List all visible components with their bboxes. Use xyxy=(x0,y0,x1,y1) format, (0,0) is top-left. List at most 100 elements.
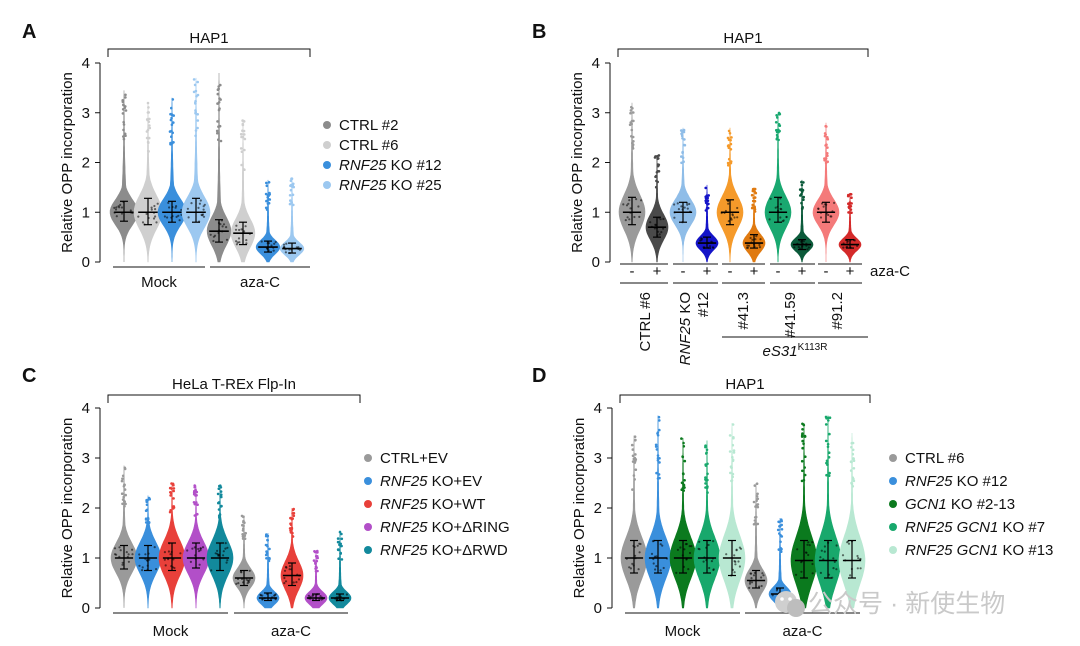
legend-marker xyxy=(364,523,372,531)
data-point xyxy=(828,432,831,436)
data-point xyxy=(196,503,199,507)
data-point xyxy=(124,493,127,497)
data-point xyxy=(776,135,779,139)
data-point xyxy=(823,545,827,548)
data-point xyxy=(319,595,322,598)
data-point xyxy=(154,208,157,211)
data-point xyxy=(817,207,820,210)
data-point xyxy=(203,203,206,206)
watermark: 公众号 · 新使生物 xyxy=(775,590,1005,618)
data-point xyxy=(727,202,730,205)
data-point xyxy=(630,135,633,138)
data-point xyxy=(823,159,826,162)
data-point xyxy=(219,223,222,226)
data-point xyxy=(800,180,803,184)
data-point xyxy=(661,544,664,547)
legend-marker xyxy=(364,546,372,554)
data-point xyxy=(777,113,781,116)
data-point xyxy=(141,569,144,572)
violin-body xyxy=(618,102,646,263)
violin xyxy=(256,533,280,609)
data-point xyxy=(681,150,684,154)
data-point xyxy=(633,215,636,219)
data-point xyxy=(833,201,836,204)
data-point xyxy=(804,551,808,554)
data-point xyxy=(193,83,197,87)
data-point xyxy=(807,541,810,544)
data-point xyxy=(145,498,149,502)
data-point xyxy=(217,501,220,505)
violin-body xyxy=(812,122,840,262)
data-point xyxy=(793,246,796,249)
mutant-label: eS31K113R xyxy=(763,342,828,360)
data-point xyxy=(637,205,640,208)
y-tick-label: 3 xyxy=(82,450,90,467)
data-point xyxy=(832,567,835,570)
data-point xyxy=(797,245,800,249)
data-point xyxy=(800,201,803,205)
data-point xyxy=(217,553,220,557)
data-point xyxy=(780,208,783,211)
legend-plain: KO #13 xyxy=(998,542,1053,559)
violin xyxy=(134,495,162,609)
data-point xyxy=(218,516,221,519)
data-point xyxy=(631,448,635,451)
data-point xyxy=(753,484,757,487)
data-point xyxy=(222,554,225,557)
data-point xyxy=(819,556,822,559)
legend-entry: GCN1 KO #2-13 xyxy=(905,496,1015,513)
data-point xyxy=(265,184,269,188)
data-point xyxy=(807,246,811,249)
data-point xyxy=(121,474,125,478)
data-point xyxy=(144,518,148,521)
violin-body xyxy=(790,179,814,263)
data-point xyxy=(180,208,183,212)
data-point xyxy=(290,177,294,180)
data-point xyxy=(800,479,804,483)
data-point xyxy=(729,142,733,146)
legend-plain: CTRL #6 xyxy=(339,137,398,154)
data-point xyxy=(657,473,661,476)
y-tick-label: 1 xyxy=(594,550,602,567)
data-point xyxy=(150,208,153,211)
data-point xyxy=(198,563,201,566)
data-point xyxy=(704,445,707,449)
data-point xyxy=(265,181,268,185)
data-point xyxy=(170,135,173,138)
data-point xyxy=(698,540,701,543)
data-point xyxy=(261,598,264,601)
violin xyxy=(230,119,256,263)
data-point xyxy=(682,489,685,492)
data-point xyxy=(196,80,199,84)
data-point xyxy=(147,106,150,109)
data-point xyxy=(152,217,156,220)
data-point xyxy=(168,206,171,209)
data-point xyxy=(242,534,246,538)
data-point xyxy=(825,473,828,477)
data-point xyxy=(846,240,849,243)
data-point xyxy=(751,203,754,207)
data-point xyxy=(749,236,752,240)
data-point xyxy=(753,190,756,193)
data-point xyxy=(225,561,228,564)
data-point xyxy=(216,120,219,123)
data-point xyxy=(803,434,807,438)
violin-body xyxy=(718,423,746,609)
violin xyxy=(669,437,697,609)
data-point xyxy=(683,486,686,489)
data-point xyxy=(707,543,710,547)
data-point xyxy=(802,198,805,201)
data-point xyxy=(246,579,249,582)
data-point xyxy=(148,117,151,121)
data-point xyxy=(123,466,127,470)
data-point xyxy=(131,548,134,551)
data-point xyxy=(314,554,318,558)
data-point xyxy=(146,518,150,521)
data-point xyxy=(638,551,641,554)
data-point xyxy=(146,101,150,105)
legend-entry: RNF25 KO #25 xyxy=(339,177,442,194)
data-point xyxy=(199,199,202,202)
data-point xyxy=(857,557,860,560)
data-point xyxy=(202,558,205,561)
data-point xyxy=(124,93,127,97)
